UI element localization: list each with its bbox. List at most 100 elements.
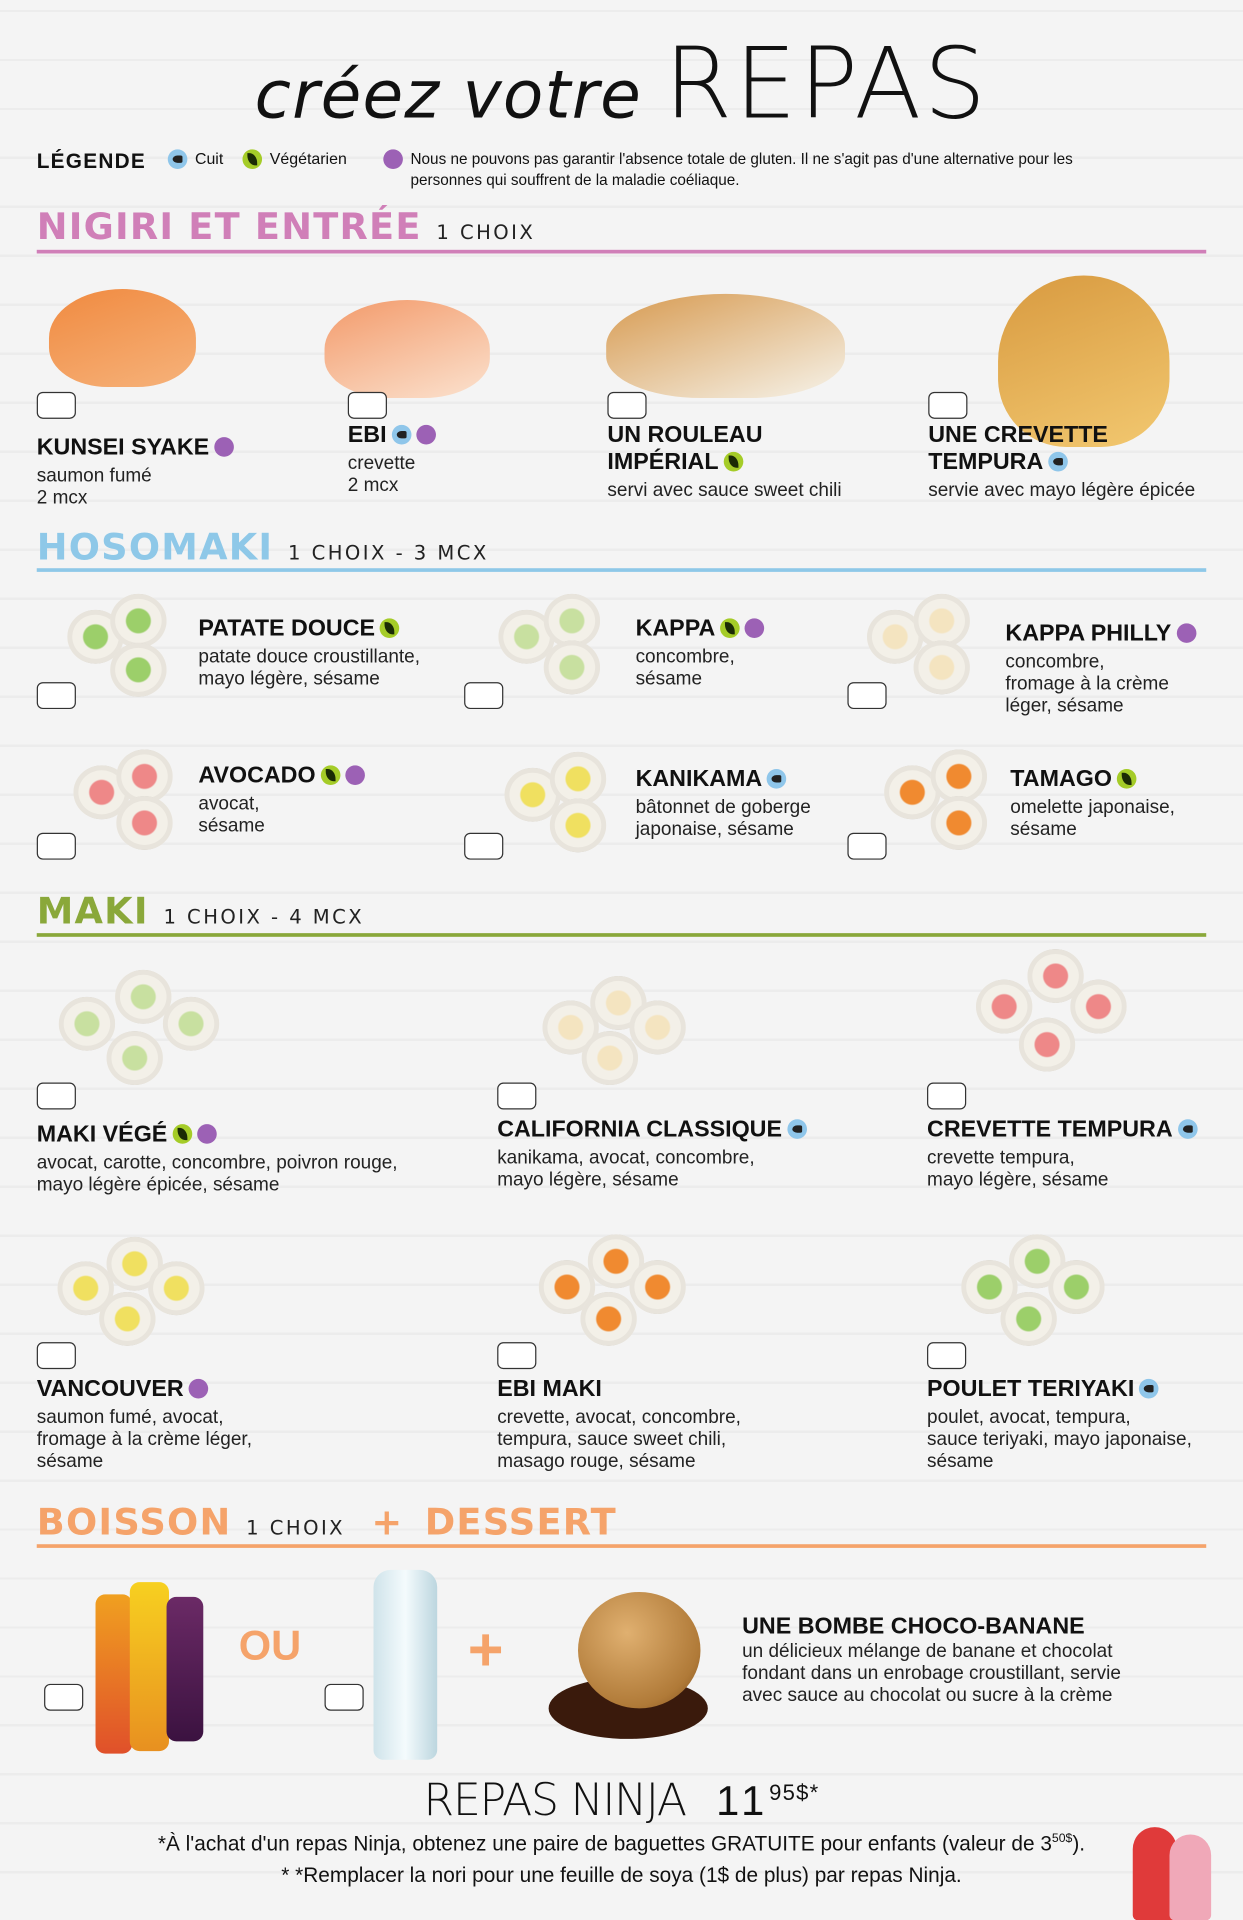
- section-sub: 1 CHOIX - 4 MCX: [163, 904, 365, 929]
- item-name: VANCOUVER: [36, 1376, 184, 1403]
- roll-image: [49, 1236, 214, 1359]
- vegetarian-leaf-icon: [172, 1124, 192, 1144]
- dessert-name: UNE BOMBE CHOCO-BANANE: [742, 1614, 1085, 1640]
- legend: LÉGENDE Cuit Végétarien Nous ne pouvons …: [37, 149, 1097, 191]
- menu-item: TAMAGO omelette japonaise, sésame: [1010, 767, 1175, 842]
- juice-bottles-image: [95, 1570, 206, 1754]
- item-checkbox[interactable]: [36, 1082, 76, 1110]
- item-name: UNE CREVETTE TEMPURA: [928, 422, 1108, 476]
- dessert-desc: avec sauce au chocolat ou sucre à la crè…: [742, 1685, 1113, 1706]
- item-name: KANIKAMA: [635, 766, 763, 793]
- legend-vegetarien: Végétarien: [269, 149, 347, 168]
- item-desc: servi avec sauce sweet chili: [607, 480, 842, 501]
- footnote-1: *À l'achat d'un repas Ninja, obtenez une…: [0, 1832, 1243, 1856]
- dessert-ball-image: [578, 1591, 701, 1709]
- meal-name: REPAS NINJA: [423, 1775, 688, 1826]
- roll-image: [860, 593, 995, 698]
- legend-label: LÉGENDE: [36, 149, 146, 173]
- item-name: EBI MAKI: [497, 1376, 602, 1403]
- item-name: PATATE DOUCE: [198, 615, 376, 642]
- item-name: CALIFORNIA CLASSIQUE: [497, 1116, 783, 1143]
- item-desc: masago rouge, sésame: [497, 1451, 696, 1472]
- boisson-sub: 1 CHOIX: [246, 1516, 346, 1540]
- roll-image: [49, 969, 239, 1105]
- menu-item: MAKI VÉGÉ avocat, carotte, concombre, poi…: [37, 1122, 398, 1197]
- item-desc: saumon fumé, avocat,: [36, 1407, 224, 1428]
- item-desc: sésame: [635, 668, 703, 690]
- item-desc: crevette, avocat, concombre,: [497, 1407, 741, 1428]
- menu-item: KAPPA PHILLY concombre, fromage à la crème…: [1005, 621, 1196, 718]
- dessert-desc: un délicieux mélange de banane et chocol…: [742, 1640, 1113, 1662]
- boisson-title: BOISSON: [36, 1501, 232, 1545]
- meal-price: REPAS NINJA 1195$*: [0, 1776, 1243, 1826]
- item-checkbox[interactable]: [36, 1342, 76, 1370]
- gluten-dot-icon: [214, 437, 234, 457]
- title-small: créez votre: [254, 56, 643, 134]
- item-name: MAKI VÉGÉ: [36, 1121, 168, 1148]
- cooked-fish-icon: [1139, 1378, 1159, 1399]
- dessert-item: UNE BOMBE CHOCO-BANANE un délicieux méla…: [742, 1614, 1121, 1707]
- item-checkbox[interactable]: [497, 1342, 537, 1370]
- cooked-fish-icon: [1048, 451, 1068, 472]
- item-desc: mayo légère, sésame: [497, 1169, 679, 1191]
- roll-image: [61, 593, 183, 702]
- item-checkbox[interactable]: [847, 682, 887, 710]
- section-rule: [36, 1544, 1207, 1548]
- item-desc: sésame: [927, 1451, 994, 1472]
- section-heading: HOSOMAKI 1 CHOIX - 3 MCX: [37, 527, 489, 570]
- food-image: [998, 275, 1170, 447]
- juice-checkbox[interactable]: [44, 1683, 84, 1711]
- water-checkbox[interactable]: [324, 1683, 364, 1711]
- item-checkbox[interactable]: [927, 1342, 967, 1370]
- menu-item: AVOCADO avocat, sésame: [198, 762, 365, 838]
- note1: *À l'achat d'un repas Ninja, obtenez une…: [157, 1832, 1052, 1856]
- item-checkbox[interactable]: [464, 832, 504, 860]
- section-heading-boisson: BOISSON 1 CHOIX + DESSERT: [37, 1501, 617, 1544]
- menu-item: POULET TERIYAKI poulet, avocat, tempura, s…: [927, 1376, 1192, 1473]
- dessert-desc: fondant dans un enrobage croustillant, s…: [742, 1663, 1121, 1684]
- section-heading: MAKI 1 CHOIX - 4 MCX: [37, 890, 364, 933]
- item-desc: léger, sésame: [1005, 695, 1124, 717]
- food-image: [324, 300, 490, 398]
- price-main: 11: [716, 1778, 770, 1825]
- section-sub: 1 CHOIX - 3 MCX: [288, 541, 489, 565]
- item-checkbox[interactable]: [36, 832, 76, 860]
- item-checkbox[interactable]: [36, 391, 76, 419]
- gluten-dot-icon: [1176, 623, 1196, 643]
- roll-image: [967, 949, 1138, 1102]
- item-checkbox[interactable]: [928, 391, 968, 419]
- legend-gluten-note: Nous ne pouvons pas garantir l'absence t…: [410, 150, 1073, 189]
- item-desc: saumon fumé: [36, 465, 152, 487]
- or-label: OU: [238, 1622, 302, 1670]
- vegetarian-leaf-icon: [720, 618, 740, 639]
- menu-item: UN ROULEAU IMPÉRIAL servi avec sauce swee…: [607, 422, 852, 502]
- item-name: CREVETTE TEMPURA: [927, 1116, 1173, 1143]
- item-checkbox[interactable]: [607, 391, 647, 419]
- item-checkbox[interactable]: [36, 682, 76, 710]
- item-desc: sésame: [1010, 819, 1077, 841]
- item-checkbox[interactable]: [347, 391, 387, 419]
- item-checkbox[interactable]: [464, 682, 504, 710]
- menu-item: VANCOUVER saumon fumé, avocat, fromage à l…: [37, 1376, 252, 1473]
- item-name: UN ROULEAU IMPÉRIAL: [607, 422, 763, 476]
- item-desc: japonaise, sésame: [635, 819, 794, 841]
- item-checkbox[interactable]: [847, 832, 887, 860]
- item-name: POULET TERIYAKI: [927, 1376, 1135, 1403]
- menu-item: UNE CREVETTE TEMPURA servie avec mayo lég…: [928, 422, 1195, 502]
- item-desc: bâtonnet de goberge: [635, 797, 811, 819]
- menu-item: KANIKAMA bâtonnet de goberge japonaise, sé…: [636, 767, 811, 842]
- roll-image: [877, 749, 1012, 853]
- item-checkbox[interactable]: [927, 1082, 967, 1110]
- cooked-fish-icon: [767, 769, 787, 789]
- section-title: HOSOMAKI: [36, 526, 274, 570]
- item-desc: sésame: [36, 1451, 104, 1472]
- section-heading: NIGIRI ET ENTRÉE 1 CHOIX: [37, 206, 536, 249]
- item-desc: fromage à la crème léger,: [36, 1429, 252, 1450]
- item-desc: concombre,: [1005, 651, 1105, 673]
- item-checkbox[interactable]: [497, 1082, 537, 1110]
- item-desc: sésame: [198, 815, 265, 837]
- price: 1195$*: [716, 1778, 819, 1825]
- item-name: AVOCADO: [198, 762, 316, 789]
- cooked-fish-icon: [167, 149, 188, 169]
